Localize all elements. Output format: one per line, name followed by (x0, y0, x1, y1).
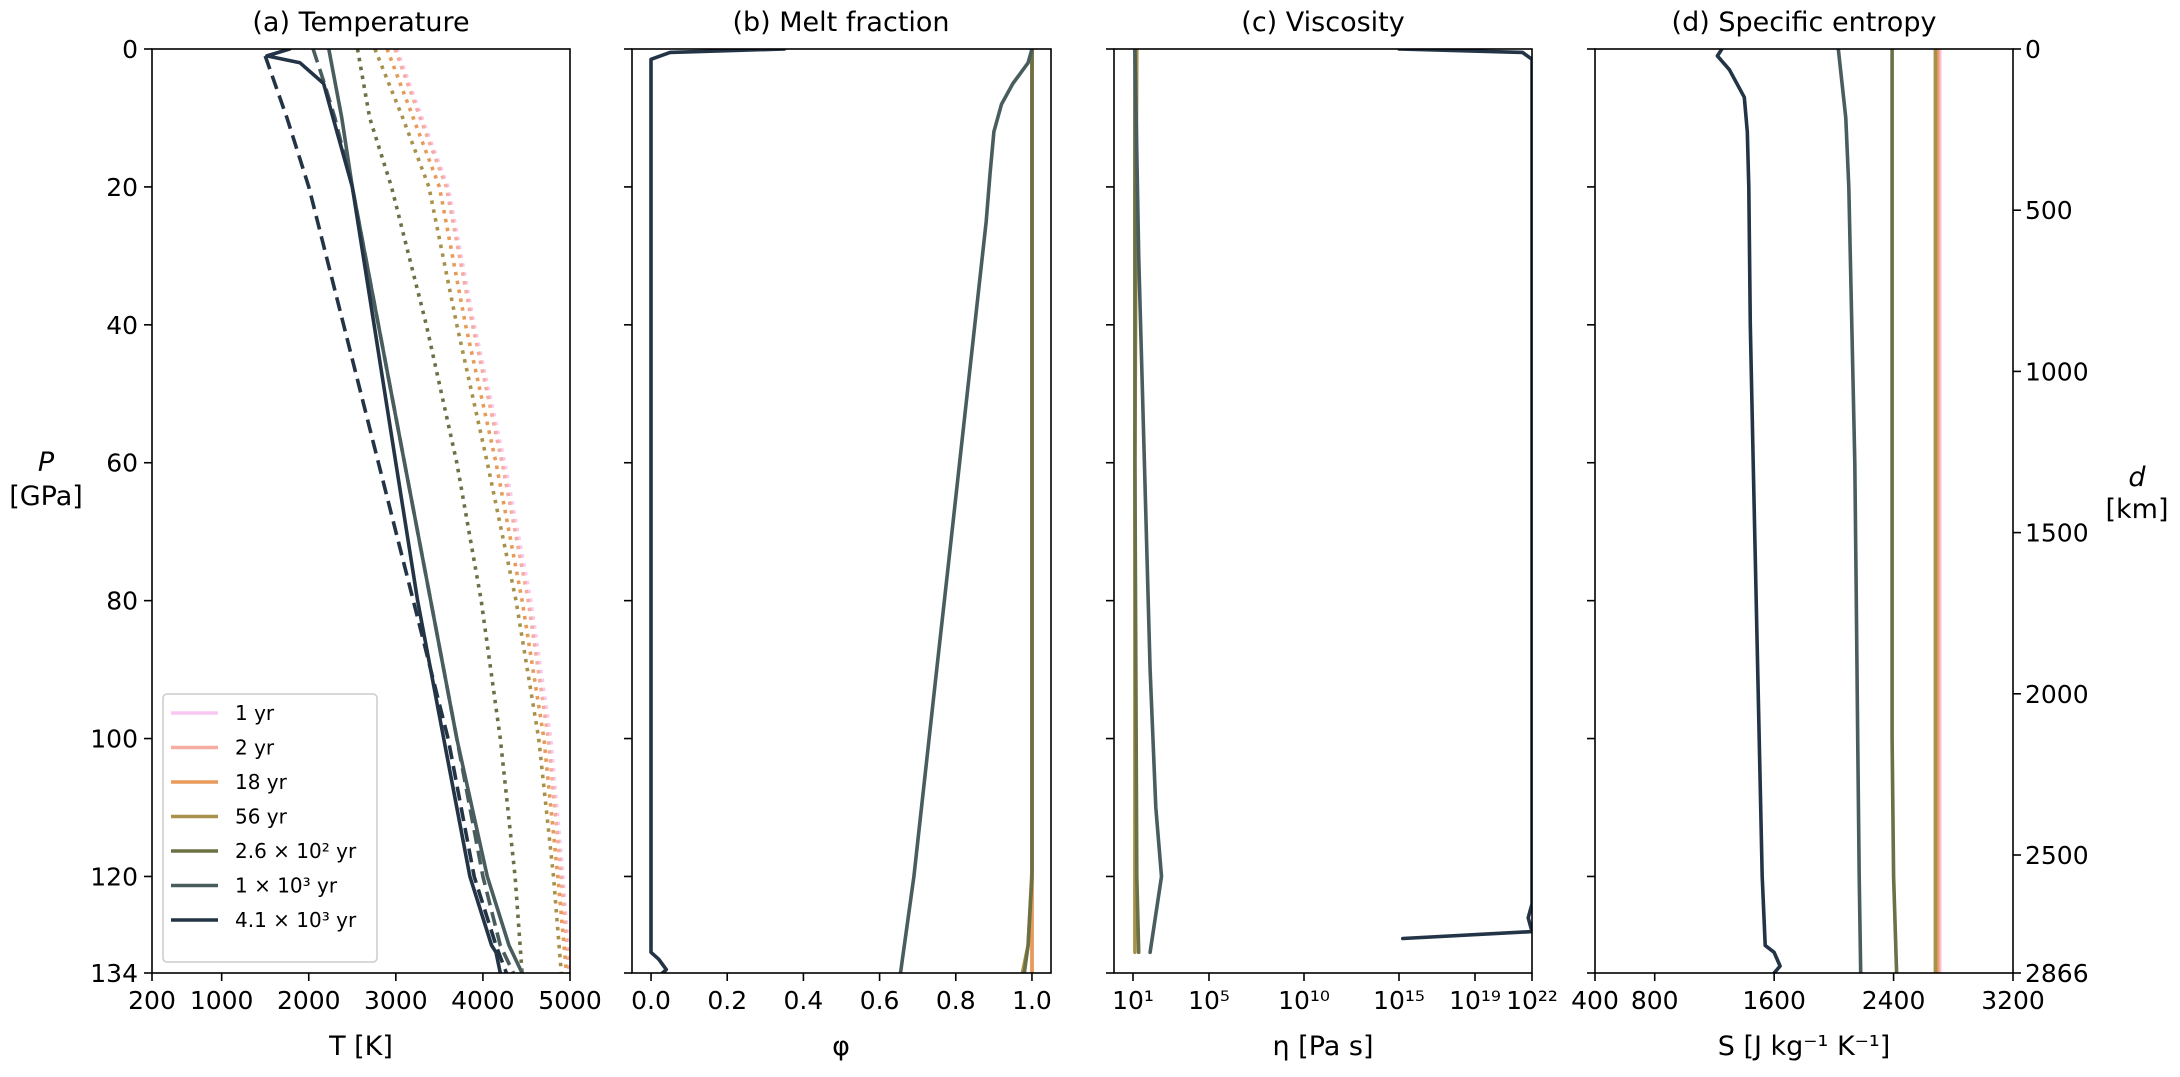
x-tick-label: 3000 (364, 986, 428, 1015)
panel-b-xlabel: φ (832, 1031, 850, 1062)
x-tick-label: 2000 (277, 986, 341, 1015)
series-line (373, 49, 564, 973)
panel-3-series (1715, 49, 1942, 973)
right-tick-label: 2500 (2025, 841, 2089, 870)
left-ylabel-unit: [GPa] (9, 481, 83, 512)
series-layer (263, 49, 1942, 973)
x-tick-label: 10¹⁹ (1449, 986, 1501, 1015)
right-tick-label: 2866 (2025, 959, 2089, 988)
series-line (1133, 49, 1164, 955)
x-tick-label: 0.2 (707, 986, 747, 1015)
right-ylabel-symbol: d (2128, 462, 2146, 493)
right-tick-label: 0 (2025, 35, 2041, 64)
x-tick-label: 0.8 (936, 986, 976, 1015)
series-line (263, 55, 509, 973)
y-tick-label: 60 (106, 449, 138, 478)
series-line (265, 49, 503, 973)
x-tick-label: 10²² (1506, 986, 1558, 1015)
series-line (385, 49, 569, 973)
x-tick-label: 0.6 (860, 986, 900, 1015)
legend: 1 yr 2 yr 18 yr 56 yr 2.6 × 10² yr 1 × 10³ yr… (162, 693, 378, 963)
tick-layer: 200 1000 2000 3000 4000 5000 0.0 0.2 0.4 0.6 0.8 1.… (90, 35, 2088, 1015)
panel-frame (631, 48, 1052, 974)
x-tick-label: 4000 (451, 986, 515, 1015)
x-tick-label: 2400 (1862, 986, 1926, 1015)
panel-c-title: (c) Viscosity (1241, 7, 1404, 38)
right-ylabel-unit: [km] (2105, 494, 2168, 525)
y-tick-label: 0 (122, 35, 138, 64)
series-line (1890, 49, 1899, 973)
right-tick-label: 1500 (2025, 519, 2089, 548)
panel-1-series (649, 49, 1034, 973)
series-line (649, 49, 787, 973)
legend-label: 2 yr (235, 736, 275, 760)
right-tick-label: 1000 (2025, 357, 2089, 386)
x-tick-label: 10⁵ (1188, 986, 1230, 1015)
x-tick-label: 0.4 (784, 986, 824, 1015)
x-tick-label: 3200 (1981, 986, 2045, 1015)
series-line (1836, 49, 1863, 973)
panel-0-series (263, 49, 570, 973)
x-tick-label: 1000 (190, 986, 254, 1015)
legend-label: 1 × 10³ yr (235, 874, 338, 898)
y-tick-label: 134 (90, 959, 138, 988)
legend-box (162, 693, 378, 963)
panel-c-xlabel: η [Pa s] (1272, 1031, 1373, 1062)
series-line (326, 49, 524, 973)
y-tick-label: 100 (90, 725, 138, 754)
legend-label: 4.1 × 10³ yr (235, 908, 357, 932)
x-tick-label: 400 (1571, 986, 1619, 1015)
right-tick-label: 2000 (2025, 680, 2089, 709)
panel-frame (1113, 48, 1533, 974)
x-tick-label: 0.0 (631, 986, 671, 1015)
panel-d-title: (d) Specific entropy (1672, 7, 1937, 38)
panel-b-title: (b) Melt fraction (732, 7, 949, 38)
y-tick-label: 80 (106, 587, 138, 616)
series-line (1022, 49, 1034, 973)
series-line (393, 49, 570, 973)
x-tick-label: 1.0 (1012, 986, 1052, 1015)
series-line (898, 49, 1034, 973)
panel-frame (1594, 48, 2014, 974)
series-line (355, 49, 524, 973)
y-tick-label: 20 (106, 173, 138, 202)
frame-layer (151, 48, 2014, 974)
legend-label: 18 yr (235, 770, 288, 794)
x-tick-label: 200 (128, 986, 176, 1015)
y-tick-label: 120 (90, 862, 138, 891)
panel-frame (151, 48, 571, 974)
x-tick-label: 10¹⁵ (1373, 986, 1425, 1015)
y-tick-label: 40 (106, 311, 138, 340)
panel-a-title: (a) Temperature (252, 7, 469, 38)
panel-2-series (1133, 49, 1532, 955)
series-line (395, 49, 570, 973)
x-tick-label: 10¹ (1112, 986, 1154, 1015)
x-tick-label: 5000 (538, 986, 602, 1015)
x-tick-label: 1600 (1742, 986, 1806, 1015)
panel-d-xlabel: S [J kg⁻¹ K⁻¹] (1718, 1031, 1891, 1062)
series-line (1715, 49, 1782, 973)
panel-a-xlabel: T [K] (328, 1031, 393, 1062)
right-tick-label: 500 (2025, 196, 2073, 225)
x-tick-label: 10¹⁰ (1278, 986, 1330, 1015)
left-ylabel-symbol: P (38, 447, 55, 478)
series-line (1397, 49, 1532, 941)
legend-label: 56 yr (235, 805, 288, 829)
x-tick-label: 800 (1631, 986, 1679, 1015)
legend-items: 1 yr 2 yr 18 yr 56 yr 2.6 × 10² yr 1 × 10³ yr… (171, 701, 357, 932)
legend-label: 2.6 × 10² yr (235, 839, 357, 863)
legend-label: 1 yr (235, 701, 275, 725)
series-line (1133, 49, 1141, 955)
